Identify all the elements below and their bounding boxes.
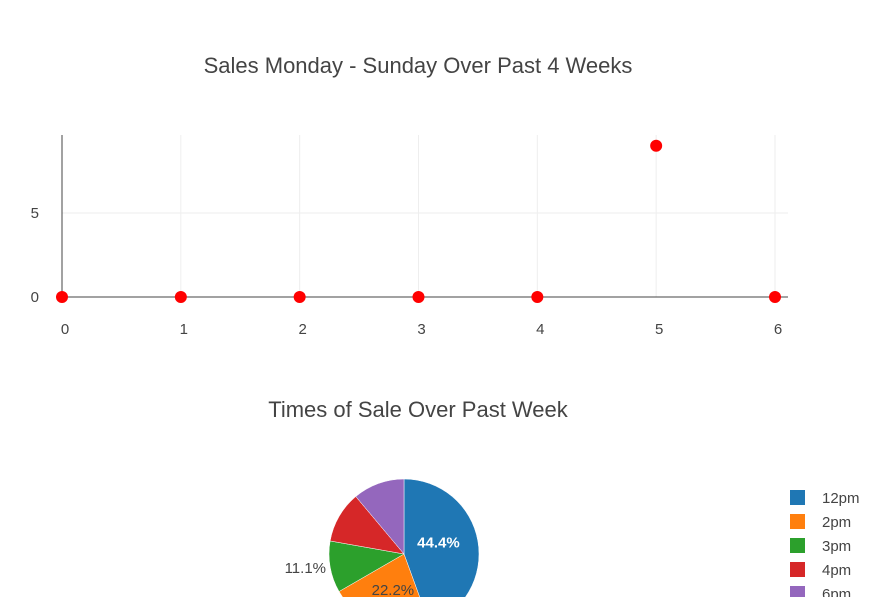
legend-label: 2pm <box>822 514 851 531</box>
legend-swatch <box>790 514 805 529</box>
legend-label: 4pm <box>822 562 851 579</box>
scatter-point[interactable] <box>531 291 544 303</box>
pie-slice-label: 44.4% <box>417 535 460 552</box>
scatter-point[interactable] <box>174 291 187 303</box>
legend-label: 12pm <box>822 490 860 507</box>
scatter-y-ticks: 05 <box>31 205 39 306</box>
x-tick-label: 6 <box>774 321 782 338</box>
legend-swatch <box>790 586 805 601</box>
pie-chart: Times of Sale Over Past Week 44.4% 22.2% 1… <box>268 397 860 602</box>
legend-item[interactable]: 2pm <box>790 514 851 531</box>
x-tick-label: 1 <box>180 321 188 338</box>
scatter-point[interactable] <box>412 291 425 303</box>
x-tick-label: 4 <box>536 321 544 338</box>
legend-item[interactable]: 12pm <box>790 490 860 507</box>
pie-slice-label: 22.2% <box>372 582 415 597</box>
x-tick-label: 2 <box>298 321 306 338</box>
scatter-point[interactable] <box>650 139 663 152</box>
pie-slice[interactable] <box>403 478 480 602</box>
x-tick-label: 3 <box>417 321 425 338</box>
pie-slice[interactable] <box>355 478 405 555</box>
legend-item[interactable]: 4pm <box>790 562 851 579</box>
pie-chart-title: Times of Sale Over Past Week <box>268 397 569 422</box>
legend-label: 6pm <box>822 586 851 597</box>
legend-label: 3pm <box>822 538 851 555</box>
scatter-gridlines <box>62 135 788 297</box>
legend-item[interactable]: 3pm <box>790 538 851 555</box>
legend-swatch <box>790 562 805 577</box>
scatter-points <box>56 139 781 303</box>
scatter-chart-title: Sales Monday - Sunday Over Past 4 Weeks <box>204 53 633 78</box>
pie-slices <box>328 478 480 602</box>
scatter-point[interactable] <box>56 291 68 303</box>
scatter-axes <box>58 135 788 298</box>
scatter-x-ticks: 0 1 2 3 4 5 6 <box>61 321 782 338</box>
x-tick-label: 0 <box>61 321 69 338</box>
scatter-point[interactable] <box>769 291 781 303</box>
y-tick-label: 5 <box>31 205 39 222</box>
pie-labels: 44.4% 22.2% 11.1% <box>285 535 460 599</box>
legend-item[interactable]: 6pm <box>790 586 851 602</box>
pie-legend[interactable]: 12pm 2pm 3pm 4pm 6pm <box>790 490 860 602</box>
pie-slice-label: 11.1% <box>285 560 326 577</box>
x-tick-label: 5 <box>655 321 663 338</box>
y-tick-label: 0 <box>31 289 39 306</box>
legend-swatch <box>790 538 805 553</box>
scatter-point[interactable] <box>293 291 306 303</box>
scatter-chart: Sales Monday - Sunday Over Past 4 Weeks … <box>31 53 788 338</box>
legend-swatch <box>790 490 805 505</box>
